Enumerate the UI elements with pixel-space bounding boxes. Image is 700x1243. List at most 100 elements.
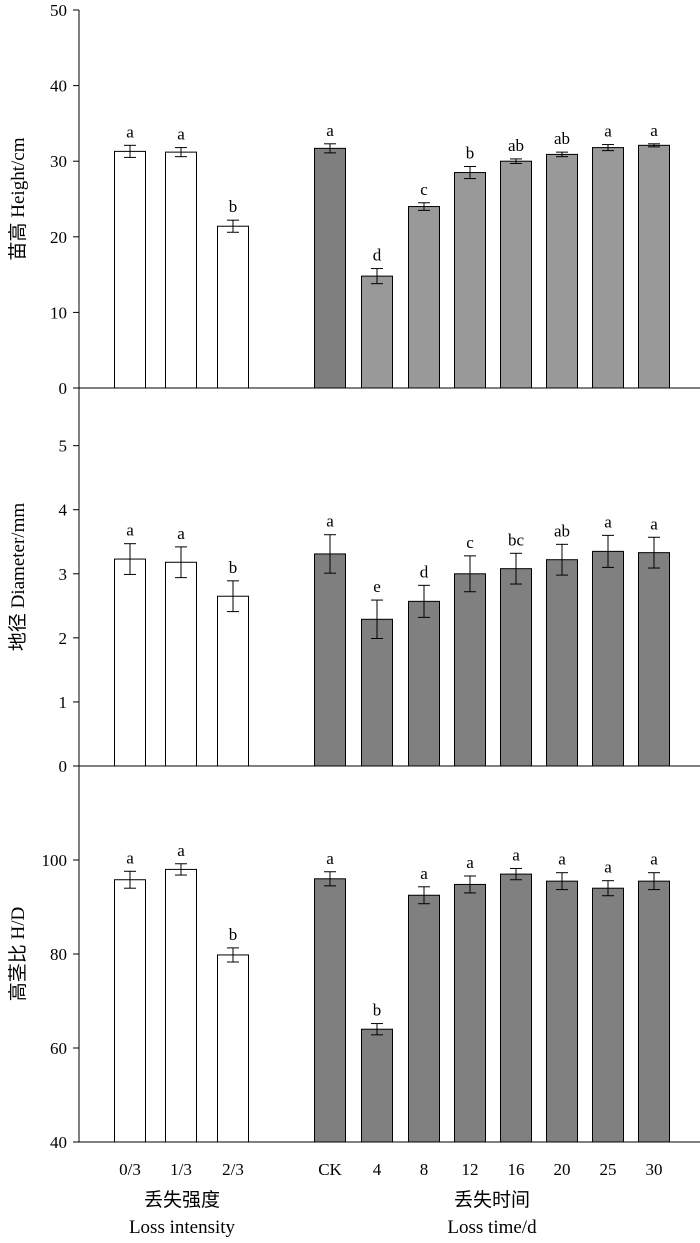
panel-3-sig-8: a [558,850,566,869]
panel-3-sig-2: b [229,925,238,944]
panel-2-ytick-label-5: 5 [59,437,68,456]
panel-2-ylabel: 地径 Diameter/mm [7,503,29,651]
panel-1-sig-6: b [466,143,475,162]
panel-1-ytick-label-0: 0 [59,379,68,398]
panel-1-bar-1 [165,151,197,389]
panel-2-sig-3: a [326,512,334,531]
x-category-5: 8 [420,1160,429,1179]
panel-2-sig-4: e [373,577,381,596]
panel-3-bar-0 [114,879,146,1143]
x-category-4: 4 [373,1160,382,1179]
panel-3-sig-1: a [177,841,185,860]
x-category-labels: 0/3 1/3 2/3 CK 4 8 12 16 20 25 30 [119,1160,662,1179]
panel-3-sig-3: a [326,849,334,868]
panel-1-bar-5 [408,206,440,389]
panel-1-sig-3: a [326,121,334,140]
panel-2-bar-7 [500,568,532,767]
panel-3-ytick-label-3: 100 [42,851,68,870]
panel-1-bar-7 [500,160,532,389]
panel-3-bar-5 [408,894,440,1143]
panel-1-ytick-label-1: 10 [50,303,67,322]
panel-1-sig-1: a [177,125,185,144]
panel-2-bar-4 [361,618,393,767]
panel-2-bar-9 [592,550,624,767]
panel-2-sig-1: a [177,524,185,543]
panel-3-sig-5: a [420,864,428,883]
panel-2-ytick-label-4: 4 [59,501,68,520]
panel-3-bar-8 [546,880,578,1143]
panel-2-sig-5: d [420,562,429,581]
panel-2-ytick-label-2: 2 [59,629,68,648]
panel-1-sig-7: ab [508,136,524,155]
panel-2-sig-10: a [650,514,658,533]
panel-2-sig-6: c [466,533,474,552]
panel-2-ytick-label-0: 0 [59,757,68,776]
x-category-10: 30 [646,1160,663,1179]
x-category-1: 1/3 [170,1160,192,1179]
panel-2-ytick-label-3: 3 [59,565,68,584]
panel-3-bar-9 [592,887,624,1143]
panel-2-bar-8 [546,559,578,767]
panel-3-bar-10 [638,880,670,1143]
panel-2-sig-9: a [604,512,612,531]
panel-3-ytick-label-2: 80 [50,945,67,964]
panel-1-sig-4: d [373,246,382,265]
x-category-7: 16 [508,1160,525,1179]
panel-1-bar-6 [454,172,486,389]
x-category-8: 20 [554,1160,571,1179]
panel-3-bar-3 [314,878,346,1143]
panel-2-bar-3 [314,553,346,767]
panel-3-bar-2 [217,954,249,1143]
panel-3-sig-0: a [126,848,134,867]
panel-1-bar-9 [592,147,624,389]
panel-1-sig-0: a [126,122,134,141]
panel-1-bar-2 [217,225,249,389]
panel-3-sig-10: a [650,850,658,869]
panel-3-bar-1 [165,868,197,1143]
x-category-2: 2/3 [222,1160,244,1179]
x-category-0: 0/3 [119,1160,141,1179]
panel-3-sig-9: a [604,858,612,877]
panel-1-bar-4 [361,275,393,389]
panel-2-sig-7: bc [508,530,525,549]
panel-2-bar-10 [638,552,670,767]
x-category-3: CK [318,1160,342,1179]
panel-3-sig-7: a [512,845,520,864]
panel-3: 40 60 80 100 高茎比 H/D a a b a b a a a a a a [7,841,670,1152]
panel-2-bar-6 [454,573,486,767]
panel-1-bar-0 [114,150,146,389]
panel-1-sig-5: c [420,180,428,199]
panel-1-ytick-label-5: 50 [50,1,67,20]
group-time-title-en: Loss time/d [447,1217,537,1238]
panel-3-bar-7 [500,873,532,1143]
panel-1-sig-2: b [229,197,238,216]
panel-1-ytick-label-4: 40 [50,77,67,96]
panel-2-bar-5 [408,600,440,767]
panel-2-ytick-label-1: 1 [59,693,68,712]
panel-3-sig-4: b [373,1001,382,1020]
panel-1-bar-8 [546,153,578,389]
group-time-title-zh: 丢失时间 [454,1189,530,1211]
panel-3-sig-6: a [466,853,474,872]
panel-3-bar-6 [454,883,486,1143]
panel-2-sig-8: ab [554,521,570,540]
group-intensity-title-zh: 丢失强度 [144,1189,220,1211]
panel-3-bar-4 [361,1028,393,1143]
panel-1-ytick-label-2: 20 [50,228,67,247]
panel-3-ytick-label-1: 60 [50,1039,67,1058]
x-category-9: 25 [600,1160,617,1179]
panel-1-ylabel: 苗高 Height/cm [7,137,29,260]
panel-2-bar-1 [165,561,197,767]
panel-1-bar-10 [638,144,670,389]
panel-2-bar-2 [217,595,249,767]
panel-1-sig-9: a [604,122,612,141]
x-category-6: 12 [462,1160,479,1179]
panel-1-ytick-label-3: 30 [50,152,67,171]
panel-1-bar-3 [314,147,346,389]
panel-1-sig-10: a [650,121,658,140]
panel-3-ylabel: 高茎比 H/D [7,907,29,1001]
